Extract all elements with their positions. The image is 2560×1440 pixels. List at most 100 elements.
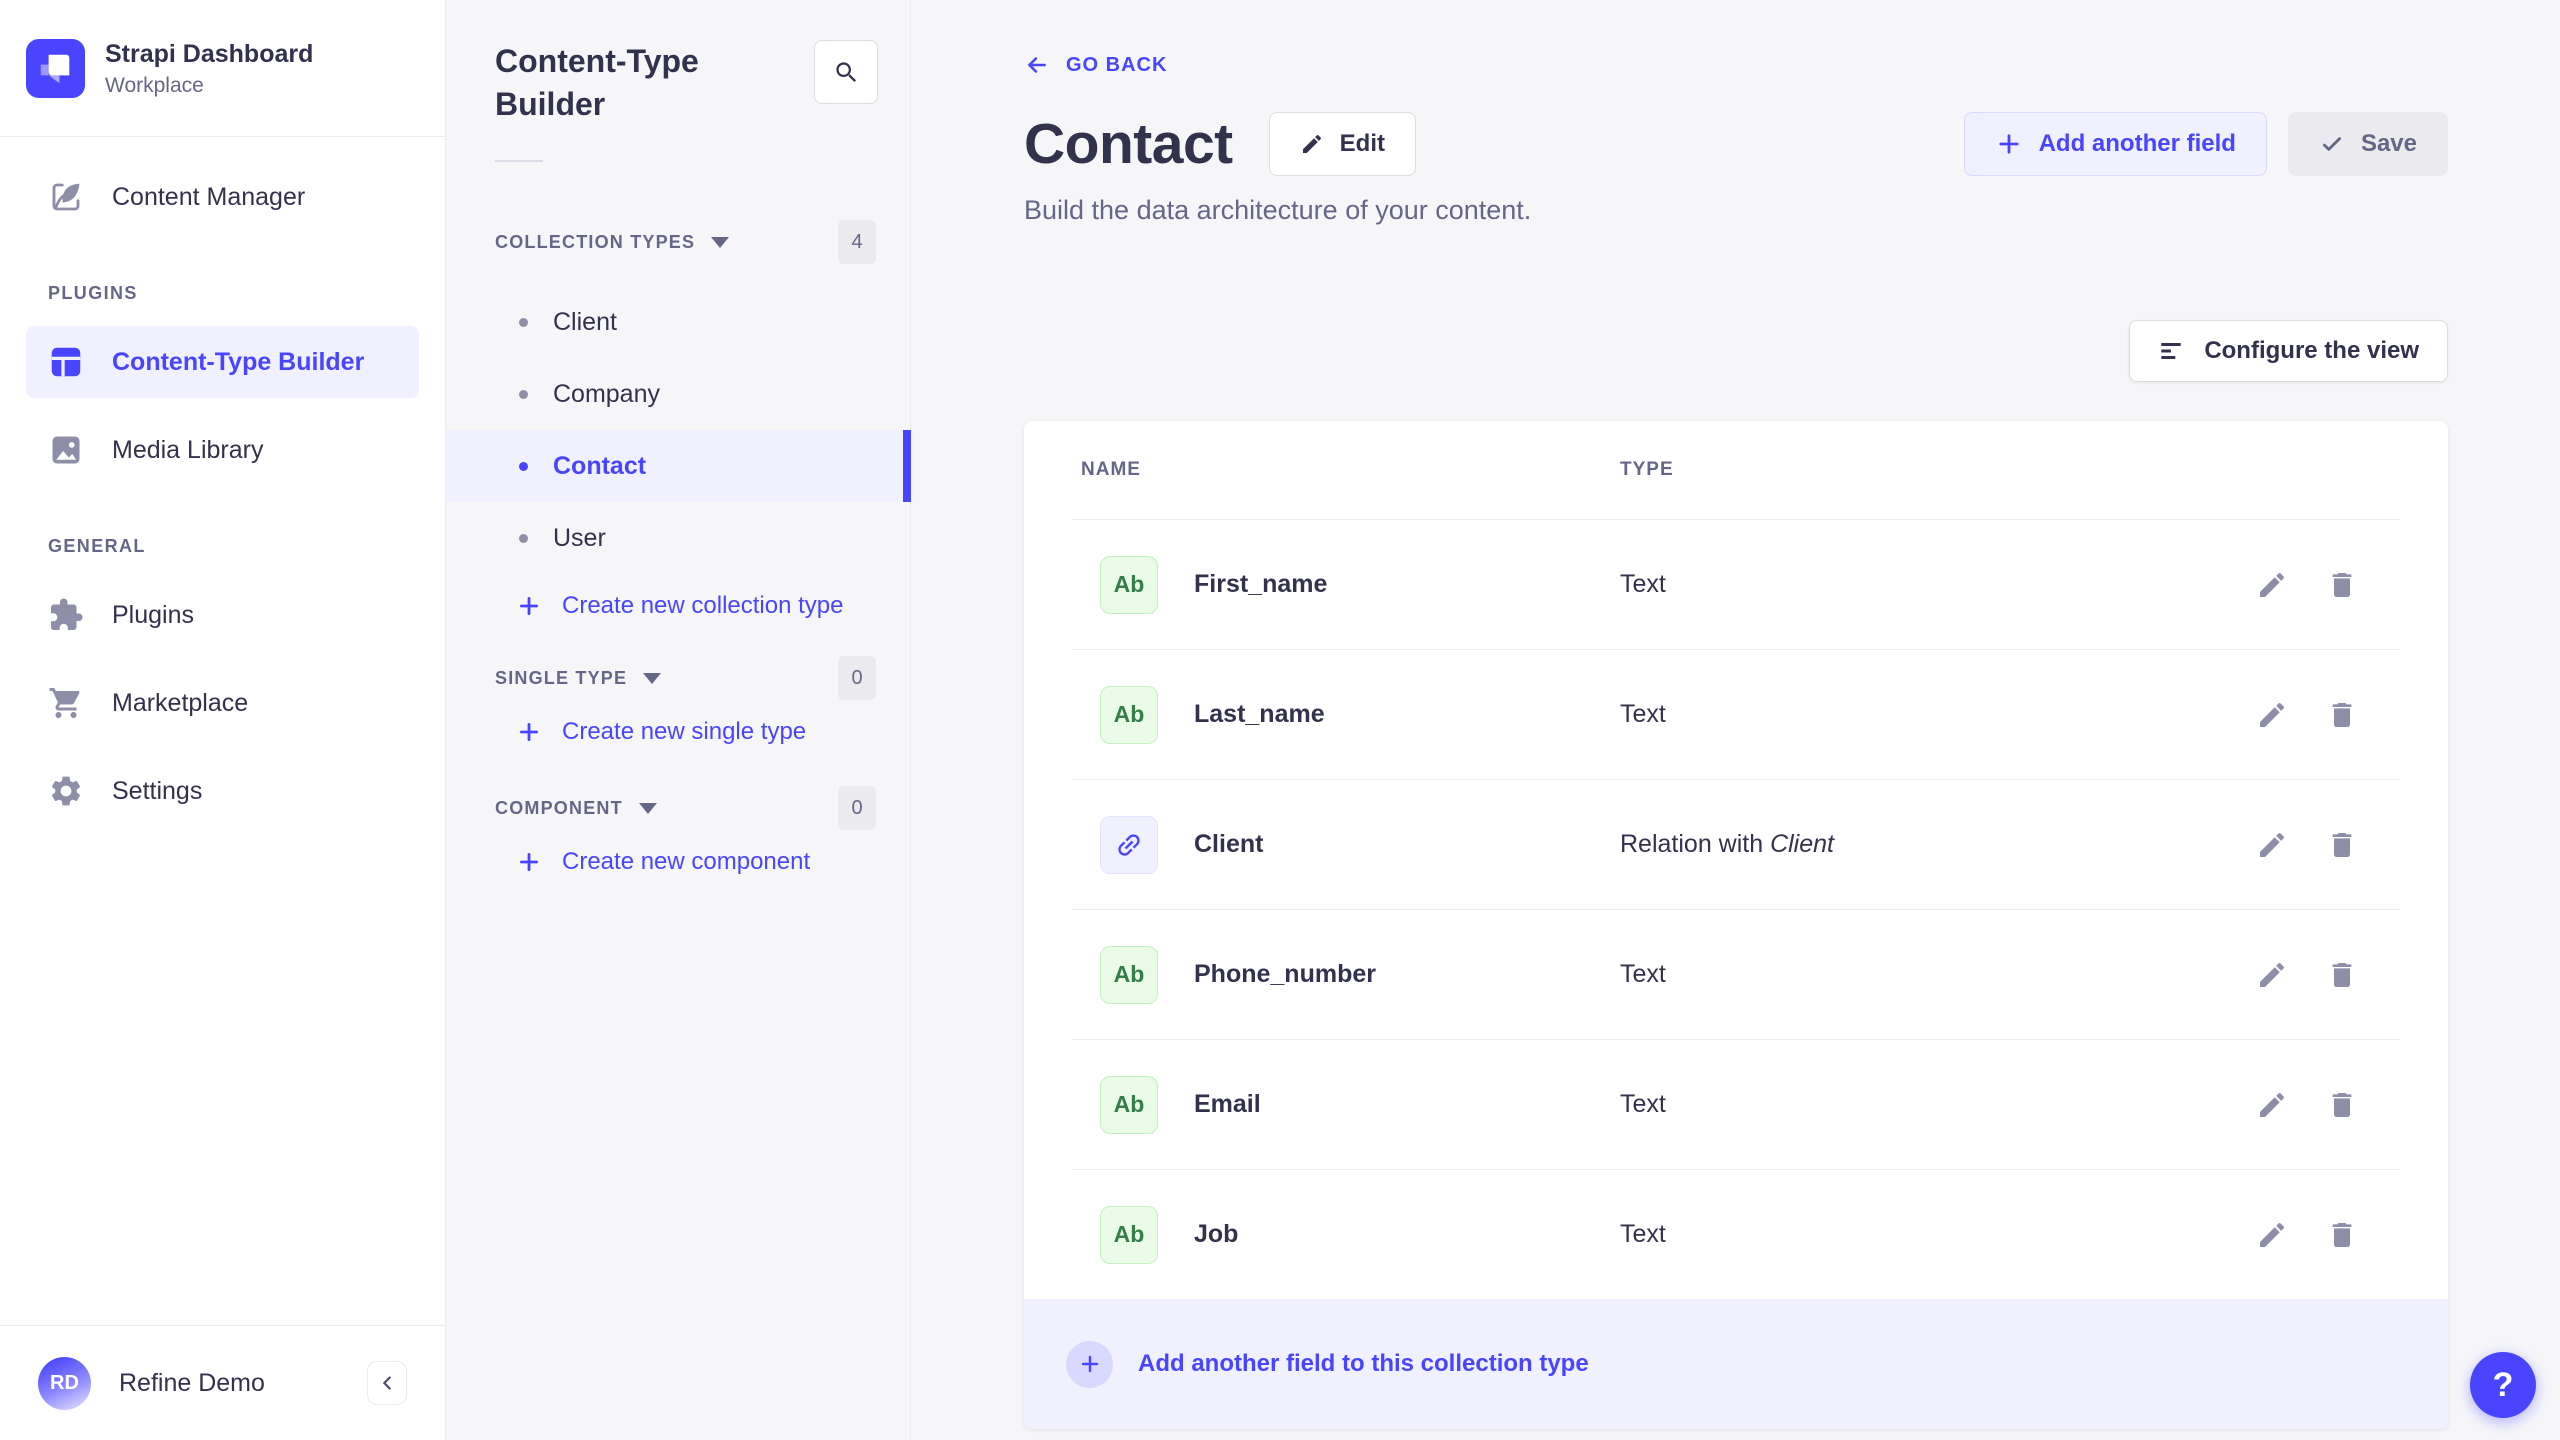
- title-divider: [495, 160, 543, 163]
- chevron-down-icon: [638, 802, 657, 814]
- component-count-badge: 0: [838, 786, 876, 831]
- single-type-section-header[interactable]: SINGLE TYPE 0: [446, 656, 910, 701]
- sidebar-section-plugins: PLUGINS: [48, 283, 138, 303]
- bullet-icon: [519, 317, 528, 327]
- pencil-icon: [2260, 832, 2285, 857]
- create-new-collection-type-link[interactable]: Create new collection type: [446, 574, 910, 638]
- collection-type-client[interactable]: Client: [446, 286, 910, 358]
- add-another-field-button[interactable]: Add another field: [1963, 112, 2267, 176]
- configure-the-view-label: Configure the view: [2204, 337, 2419, 364]
- go-back-label: GO BACK: [1066, 53, 1168, 76]
- field-name: Phone_number: [1194, 960, 1376, 988]
- pencil-icon: [2260, 1222, 2285, 1247]
- sidebar-item-marketplace[interactable]: Marketplace: [26, 667, 419, 739]
- edit-field-button[interactable]: [2256, 699, 2288, 731]
- section-label: SINGLE TYPE: [495, 667, 628, 688]
- field-name: Last_name: [1194, 700, 1325, 728]
- create-new-single-type-link[interactable]: Create new single type: [446, 700, 910, 764]
- field-type: Text: [1620, 1220, 1666, 1248]
- link-icon: [1118, 833, 1140, 856]
- section-label: COMPONENT: [495, 797, 623, 818]
- puzzle-icon: [48, 597, 84, 633]
- go-back-link[interactable]: GO BACK: [1024, 52, 1167, 78]
- row-actions: [2256, 699, 2358, 731]
- table-row: Ab First_name Text: [1024, 520, 2448, 649]
- delete-field-button[interactable]: [2326, 699, 2358, 731]
- collection-types-section-header[interactable]: COLLECTION TYPES 4: [446, 220, 910, 265]
- page-title: Contact: [1024, 112, 1233, 176]
- chevron-down-icon: [643, 672, 662, 684]
- sidebar-section-general: GENERAL: [48, 536, 146, 556]
- save-button[interactable]: Save: [2287, 112, 2448, 176]
- edit-field-button[interactable]: [2256, 1219, 2288, 1251]
- row-divider: [1072, 909, 2400, 910]
- sidebar-item-media-library[interactable]: Media Library: [26, 414, 419, 486]
- gear-icon: [48, 773, 84, 809]
- collapse-sidebar-button[interactable]: [367, 1361, 407, 1405]
- create-link-label: Create new component: [562, 848, 811, 876]
- component-section-header[interactable]: COMPONENT 0: [446, 786, 910, 831]
- sidebar-item-settings[interactable]: Settings: [26, 755, 419, 827]
- plus-icon: [516, 593, 542, 619]
- create-new-component-link[interactable]: Create new component: [446, 830, 910, 894]
- user-name: Refine Demo: [119, 1368, 265, 1397]
- field-name: Client: [1194, 830, 1264, 858]
- search-button[interactable]: [814, 40, 878, 104]
- sidebar-item-content-type-builder[interactable]: Content-Type Builder: [26, 326, 419, 398]
- sidebar-item-content-manager[interactable]: Content Manager: [26, 161, 419, 233]
- chevron-down-icon: [711, 236, 730, 248]
- pencil-icon: [1300, 132, 1324, 156]
- edit-field-button[interactable]: [2256, 829, 2288, 861]
- sidebar-item-plugins[interactable]: Plugins: [26, 579, 419, 651]
- brand: Strapi Dashboard Workplace: [0, 0, 445, 137]
- edit-button[interactable]: Edit: [1268, 112, 1416, 176]
- layout-grid-icon: [48, 344, 84, 380]
- edit-field-button[interactable]: [2256, 569, 2288, 601]
- panel-header: Content-Type Builder: [446, 40, 910, 126]
- row-actions: [2256, 959, 2358, 991]
- collection-type-company[interactable]: Company: [446, 358, 910, 430]
- brand-text: Strapi Dashboard Workplace: [105, 39, 313, 98]
- field-name: Email: [1194, 1090, 1261, 1118]
- check-icon: [2319, 131, 2345, 157]
- plus-icon: [516, 849, 542, 875]
- collection-types-list: Client Company Contact User Create new c…: [446, 286, 911, 638]
- edit-field-button[interactable]: [2256, 1089, 2288, 1121]
- collection-type-user[interactable]: User: [446, 502, 910, 574]
- configure-the-view-button[interactable]: Configure the view: [2129, 320, 2448, 382]
- create-link-label: Create new single type: [562, 718, 807, 746]
- delete-field-button[interactable]: [2326, 1089, 2358, 1121]
- field-name: First_name: [1194, 570, 1328, 598]
- delete-field-button[interactable]: [2326, 1219, 2358, 1251]
- arrow-left-icon: [1024, 52, 1050, 78]
- collection-type-label: Client: [553, 307, 617, 336]
- sidebar: Strapi Dashboard Workplace Content Manag…: [0, 0, 446, 1440]
- plus-icon: [1995, 130, 2023, 158]
- field-name: Job: [1194, 1220, 1239, 1248]
- shopping-cart-icon: [48, 685, 84, 721]
- collection-type-contact[interactable]: Contact: [446, 430, 911, 503]
- bullet-icon: [519, 533, 528, 543]
- delete-field-button[interactable]: [2326, 959, 2358, 991]
- edit-field-button[interactable]: [2256, 959, 2288, 991]
- text-field-badge: Ab: [1100, 1205, 1158, 1264]
- trash-icon: [2332, 832, 2352, 857]
- page-subtitle: Build the data architecture of your cont…: [1024, 195, 1532, 225]
- collection-type-label: User: [553, 523, 606, 552]
- sidebar-item-label: Media Library: [112, 435, 264, 464]
- collection-types-count-badge: 4: [838, 220, 876, 265]
- text-field-badge: Ab: [1100, 1075, 1158, 1134]
- header-actions: Add another field Save: [1963, 112, 2448, 176]
- help-button[interactable]: ?: [2470, 1352, 2536, 1418]
- row-actions: [2256, 569, 2358, 601]
- save-button-label: Save: [2360, 130, 2417, 157]
- avatar: RD: [38, 1356, 91, 1410]
- sidebar-item-label: Content-Type Builder: [112, 347, 365, 376]
- delete-field-button[interactable]: [2326, 829, 2358, 861]
- table-row: Ab Email Text: [1024, 1040, 2448, 1169]
- add-field-footer-button[interactable]: Add another field to this collection typ…: [1024, 1299, 2448, 1429]
- strapi-logo-icon: [26, 38, 85, 98]
- table-header: NAME TYPE: [1024, 421, 2448, 519]
- delete-field-button[interactable]: [2326, 569, 2358, 601]
- row-actions: [2256, 1219, 2358, 1251]
